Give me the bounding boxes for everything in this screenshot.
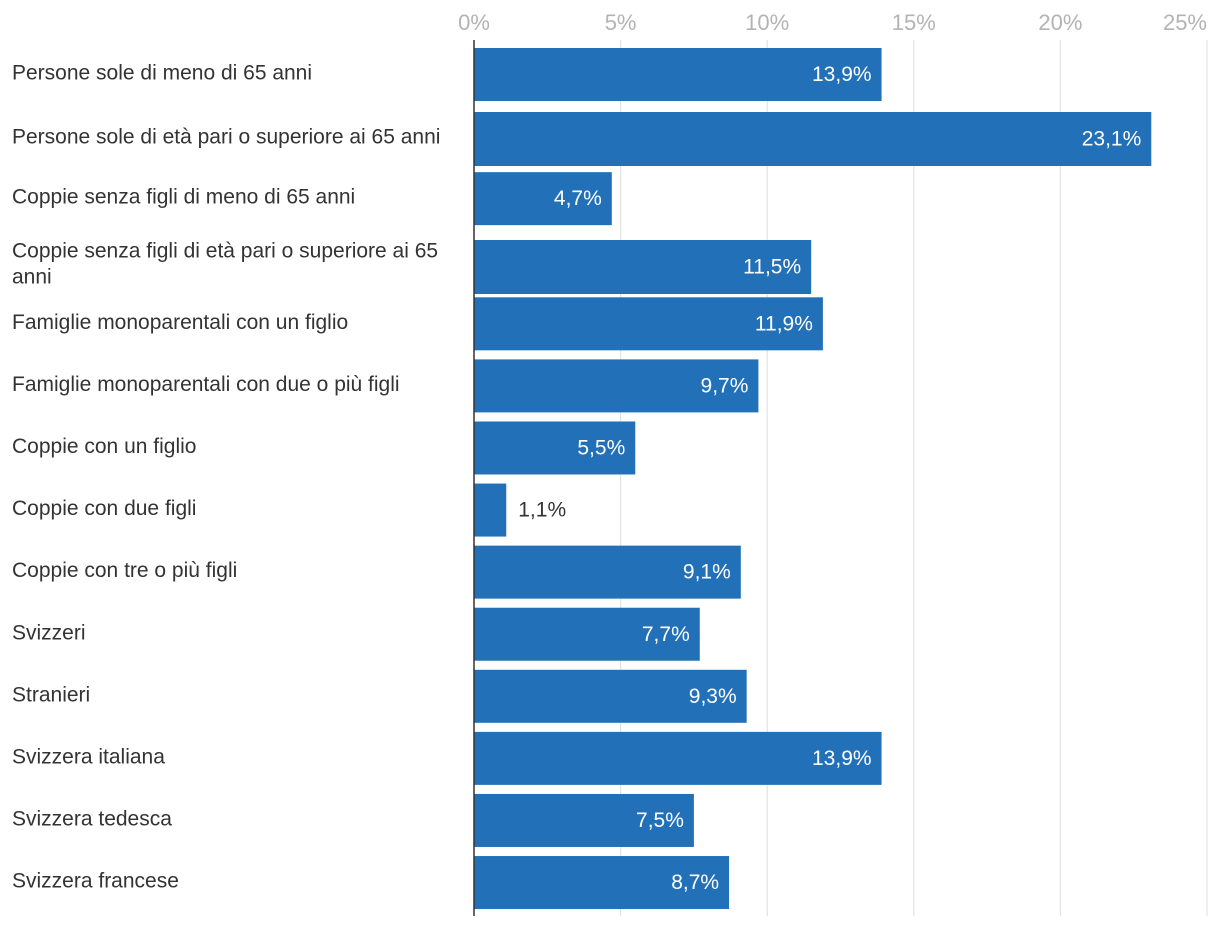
value-label: 11,9% bbox=[755, 312, 813, 335]
value-labels: 13,9% 23,1% 4,7% 11,5% 11,9% 9,7% 5,5% 1,1% 9,1%… bbox=[518, 63, 1141, 894]
category-label: Coppie senza figli di età pari o superio… bbox=[12, 240, 438, 289]
category-label: Stranieri bbox=[12, 683, 90, 706]
x-tick-label: 20% bbox=[1038, 10, 1082, 35]
value-label: 8,7% bbox=[671, 871, 719, 894]
x-tick-label: 25% bbox=[1163, 10, 1207, 35]
category-label: Famiglie monoparentali con due o più fig… bbox=[12, 373, 400, 396]
bar bbox=[474, 545, 741, 599]
bar bbox=[474, 731, 882, 785]
bar bbox=[474, 669, 747, 723]
x-axis-ticks: 0% 5% 10% 15% 20% 25% bbox=[458, 10, 1207, 35]
bar bbox=[474, 483, 507, 537]
x-tick-label: 0% bbox=[458, 10, 490, 35]
bar bbox=[474, 607, 700, 661]
bar bbox=[474, 112, 1152, 166]
value-label: 7,5% bbox=[636, 809, 684, 832]
value-label: 9,1% bbox=[683, 561, 731, 584]
value-label: 13,9% bbox=[812, 63, 872, 86]
bar bbox=[474, 793, 694, 847]
value-label: 5,5% bbox=[577, 437, 625, 460]
category-label: Svizzera francese bbox=[12, 870, 179, 893]
value-label: 11,5% bbox=[743, 256, 801, 279]
category-label: Coppie senza figli di meno di 65 anni bbox=[12, 186, 355, 209]
bar bbox=[474, 856, 730, 910]
bars bbox=[474, 48, 1152, 910]
bar bbox=[474, 297, 823, 351]
value-label: 4,7% bbox=[554, 187, 602, 210]
category-label: Svizzeri bbox=[12, 621, 86, 644]
bar bbox=[474, 421, 636, 475]
category-label: Svizzera italiana bbox=[12, 745, 165, 768]
category-label: Coppie con tre o più figli bbox=[12, 559, 237, 582]
value-label: 13,9% bbox=[812, 747, 872, 770]
category-label: Coppie con un figlio bbox=[12, 435, 196, 458]
x-tick-label: 10% bbox=[745, 10, 789, 35]
x-tick-label: 5% bbox=[605, 10, 637, 35]
value-label: 23,1% bbox=[1082, 128, 1142, 151]
bar bbox=[474, 359, 759, 413]
category-label: Famiglie monoparentali con un figlio bbox=[12, 311, 348, 334]
x-tick-label: 15% bbox=[892, 10, 936, 35]
bar bbox=[474, 172, 612, 226]
bar bbox=[474, 240, 812, 294]
category-label: Persone sole di età pari o superiore ai … bbox=[12, 126, 440, 149]
category-label: Coppie con due figli bbox=[12, 497, 196, 520]
category-label: Persone sole di meno di 65 anni bbox=[12, 62, 312, 85]
value-label: 9,7% bbox=[701, 374, 749, 397]
bar bbox=[474, 48, 882, 101]
value-label: 7,7% bbox=[642, 623, 690, 646]
value-label: 1,1% bbox=[518, 499, 566, 522]
category-label: Svizzera tedesca bbox=[12, 808, 172, 831]
category-labels: Persone sole di meno di 65 anni Persone s… bbox=[12, 62, 440, 893]
value-label: 9,3% bbox=[689, 685, 737, 708]
